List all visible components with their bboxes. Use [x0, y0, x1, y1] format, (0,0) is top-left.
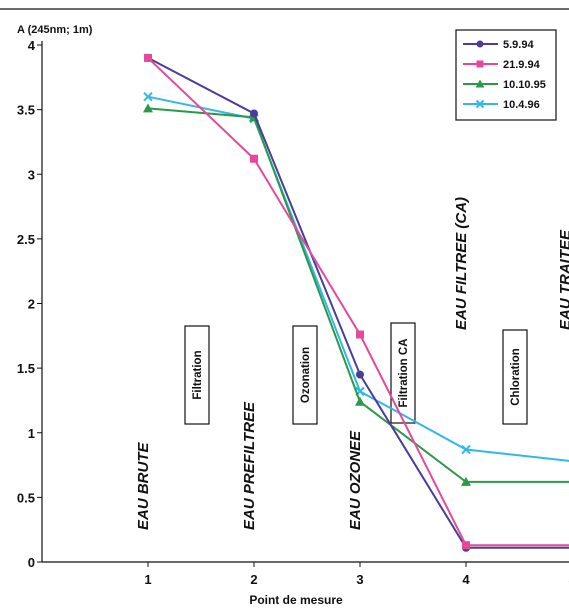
- y-tick-label-2: 1: [28, 426, 35, 441]
- series-1-point-0: [144, 53, 152, 62]
- stage-label-0: EAU BRUTE: [135, 442, 152, 530]
- series-1-point-3: [462, 541, 470, 550]
- y-tick-label-1: 0.5: [17, 490, 35, 505]
- y-tick-label-4: 2: [28, 297, 35, 312]
- stage-label-1: EAU PREFILTREE: [241, 401, 258, 530]
- y-tick-label-6: 3: [28, 167, 35, 182]
- process-label-0: Filtration: [192, 350, 204, 399]
- legend-label-3: 10.4.96: [503, 99, 540, 111]
- y-tick-label-3: 1.5: [17, 361, 35, 376]
- x-tick-label-0: 1: [144, 572, 151, 587]
- series-2: [143, 103, 569, 486]
- series-3-point-0: [143, 91, 153, 102]
- y-tick-label-8: 4: [28, 38, 36, 53]
- y-tick-label-5: 2.5: [17, 232, 35, 247]
- process-label-3: Chloration: [510, 348, 522, 406]
- legend-label-1: 21.9.94: [503, 59, 541, 71]
- legend-label-0: 5.9.94: [503, 39, 534, 51]
- stage-label-2: EAU OZONEE: [347, 430, 364, 530]
- process-box-1: [292, 325, 318, 425]
- process-box-3: [502, 329, 528, 425]
- series-2-point-0: [143, 103, 153, 113]
- process-label-2: Filtration CA: [398, 339, 410, 408]
- process-box-2: [390, 322, 416, 424]
- x-tick-label-1: 2: [250, 572, 257, 587]
- series-0-point-1: [250, 109, 258, 118]
- series-3-point-3: [461, 444, 471, 455]
- series-1-point-1: [250, 154, 258, 163]
- legend-marker-0: [476, 40, 484, 48]
- stage-label-3: EAU FILTREE (CA): [453, 197, 470, 330]
- x-tick-label-2: 3: [356, 572, 363, 587]
- y-tick-label-7: 3.5: [17, 103, 35, 118]
- series-2-point-3: [461, 476, 471, 486]
- stage-label-4: EAU TRAITEE: [557, 229, 569, 330]
- process-label-1: Ozonation: [300, 347, 312, 403]
- legend-marker-2: [475, 79, 485, 88]
- legend-marker-1: [476, 60, 484, 68]
- process-box-0: [184, 325, 210, 425]
- series-2-point-2: [355, 396, 365, 406]
- series-0-point-2: [356, 370, 364, 379]
- series-1: [144, 53, 569, 550]
- legend-label-2: 10.10.95: [503, 79, 546, 91]
- x-tick-label-3: 4: [462, 572, 470, 587]
- series-line-2: [147, 107, 569, 483]
- y-axis-label: A (245nm; 1m): [17, 24, 93, 36]
- series-1-point-2: [356, 330, 364, 339]
- x-axis-label: Point de mesure: [249, 593, 343, 607]
- legend-marker-3: [475, 99, 485, 109]
- y-tick-label-0: 0: [28, 555, 35, 570]
